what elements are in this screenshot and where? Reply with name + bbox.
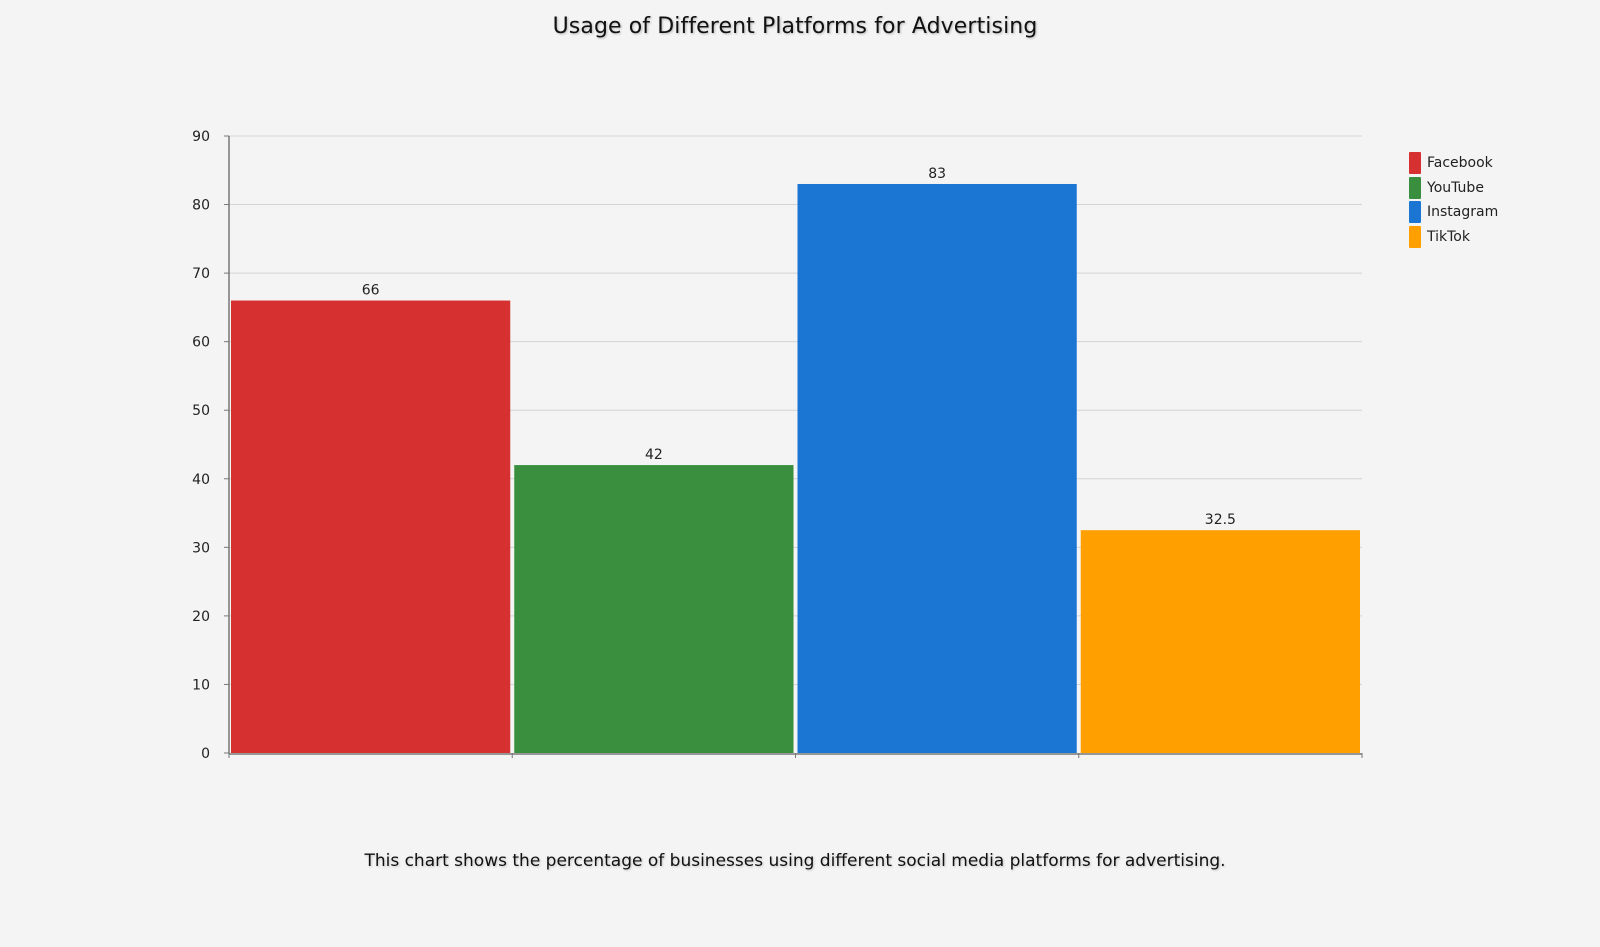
legend-item-facebook: Facebook	[1409, 151, 1498, 176]
axes: 0 10 20 30 40 50 60 70 80 90	[192, 129, 1363, 762]
y-tick-label: 50	[192, 403, 210, 419]
data-label-instagram: 83	[928, 166, 946, 182]
y-tick-label: 20	[192, 609, 210, 625]
legend-label: TikTok	[1427, 228, 1470, 245]
y-tick-label: 70	[192, 266, 210, 282]
chart-caption: This chart shows the percentage of busin…	[364, 851, 1226, 871]
legend-label: YouTube	[1427, 179, 1484, 196]
data-label-tiktok: 32.5	[1205, 512, 1236, 528]
legend-label: Facebook	[1427, 155, 1493, 172]
y-tick-label: 90	[192, 129, 210, 145]
data-label-facebook: 66	[362, 283, 380, 299]
legend-swatch	[1409, 152, 1421, 175]
bar-facebook	[231, 300, 511, 753]
bar-tiktok	[1080, 530, 1360, 753]
legend-swatch	[1409, 225, 1421, 248]
legend-swatch	[1409, 201, 1421, 224]
bar-youtube	[514, 465, 794, 753]
legend-label: Instagram	[1427, 204, 1499, 221]
legend-item-tiktok: TikTok	[1409, 225, 1498, 250]
y-tick-label: 80	[192, 198, 210, 214]
y-tick-label: 60	[192, 335, 210, 351]
legend: Facebook YouTube Instagram TikTok	[1409, 151, 1498, 249]
y-tick-label: 40	[192, 472, 210, 488]
legend-item-youtube: YouTube	[1409, 176, 1498, 201]
y-tick-label: 30	[192, 540, 210, 556]
legend-swatch	[1409, 176, 1421, 199]
y-tick-label: 10	[192, 677, 210, 693]
data-labels: 66 42 83 32.5	[362, 166, 1236, 528]
legend-item-instagram: Instagram	[1409, 200, 1498, 225]
chart-title: Usage of Different Platforms for Adverti…	[552, 14, 1038, 39]
data-label-youtube: 42	[645, 447, 663, 463]
bars	[231, 183, 1360, 753]
bar-instagram	[797, 183, 1077, 753]
y-tick-label: 0	[201, 746, 210, 762]
